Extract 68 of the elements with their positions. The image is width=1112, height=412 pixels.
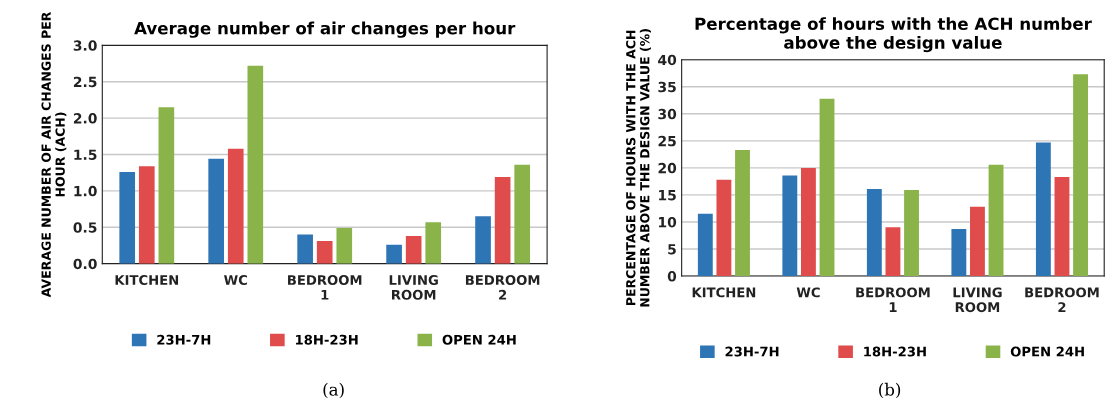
x-tick-label: BEDROOM 2 xyxy=(465,275,540,300)
legend-label: 18H-23H xyxy=(296,334,358,345)
bar xyxy=(866,188,882,277)
y-tick-label: 30 xyxy=(658,108,677,120)
bar xyxy=(1073,74,1088,277)
chart-title: Percentage of hours with the ACH number above the design value xyxy=(695,17,1092,53)
bar xyxy=(158,107,175,264)
y-tick-label: 15 xyxy=(659,190,676,201)
bar xyxy=(405,236,422,264)
bar xyxy=(386,244,402,264)
bar xyxy=(425,222,442,264)
y-tick-label: 1.5 xyxy=(74,149,97,160)
y-tick-label: 40 xyxy=(658,54,677,66)
chart-title: Average number of air changes per hour xyxy=(134,21,516,38)
y-tick-label: 2.5 xyxy=(73,76,97,88)
x-tick-label: BEDROOM 1 xyxy=(856,287,930,312)
y-axis-title: PERCENTAGE OF HOURS WITH THE ACH NUMBER ABOVE THE DESIGN VALUE (%) xyxy=(626,29,651,307)
bar xyxy=(885,227,901,277)
bar xyxy=(494,177,511,264)
y-axis-title: AVERAGE NUMBER OF AIR CHANGES PER HOUR (ACH) xyxy=(41,11,67,298)
y-tick-label: 0.5 xyxy=(73,222,97,233)
legend-label: 18H-23H xyxy=(864,346,926,357)
y-tick-label: 1.0 xyxy=(74,185,97,197)
y-tick-label: 35 xyxy=(658,81,676,93)
y-tick-label: 20 xyxy=(658,162,677,174)
y-tick-label: 0.0 xyxy=(73,258,97,270)
bar xyxy=(1035,142,1051,277)
y-tick-label: 3.0 xyxy=(73,40,97,51)
y-tick-label: 25 xyxy=(658,135,676,147)
y-tick-label: 2.0 xyxy=(73,113,97,124)
bar xyxy=(970,206,985,277)
bar xyxy=(208,158,224,264)
bar xyxy=(735,150,750,277)
x-tick-label: WC xyxy=(796,287,820,298)
legend-label: 23H-7H xyxy=(157,334,211,345)
legend-label: OPEN 24H xyxy=(442,334,516,345)
bar xyxy=(697,213,713,277)
bar xyxy=(475,216,491,264)
text: (a) xyxy=(323,382,344,399)
bar xyxy=(138,166,155,264)
bar xyxy=(1054,177,1070,277)
x-tick-label: KITCHEN xyxy=(692,287,756,298)
bar xyxy=(988,164,1004,277)
legend-label: 23H-7H xyxy=(725,346,779,357)
bar xyxy=(800,167,816,277)
bar xyxy=(951,228,967,277)
bar xyxy=(119,171,136,264)
bar xyxy=(782,175,798,277)
x-tick-label: LIVING ROOM xyxy=(953,287,1002,313)
bar xyxy=(716,179,732,277)
x-tick-label: BEDROOM 2 xyxy=(1025,287,1099,312)
x-tick-label: LIVING ROOM xyxy=(389,275,438,300)
y-tick-label: 10 xyxy=(659,216,677,228)
text: (b) xyxy=(879,382,901,399)
bar xyxy=(904,190,919,277)
y-tick-label: 0 xyxy=(667,271,677,282)
x-tick-label: KITCHEN xyxy=(115,275,179,285)
bar xyxy=(247,65,264,264)
y-tick-label: 5 xyxy=(668,244,676,255)
x-tick-label: WC xyxy=(224,275,248,285)
bar xyxy=(336,228,353,264)
bar xyxy=(297,234,313,264)
bar xyxy=(819,98,835,277)
bar xyxy=(514,164,531,264)
x-tick-label: BEDROOM 1 xyxy=(288,275,362,300)
legend-label: OPEN 24H xyxy=(1010,346,1084,357)
bar xyxy=(227,148,244,264)
bar xyxy=(316,241,333,264)
